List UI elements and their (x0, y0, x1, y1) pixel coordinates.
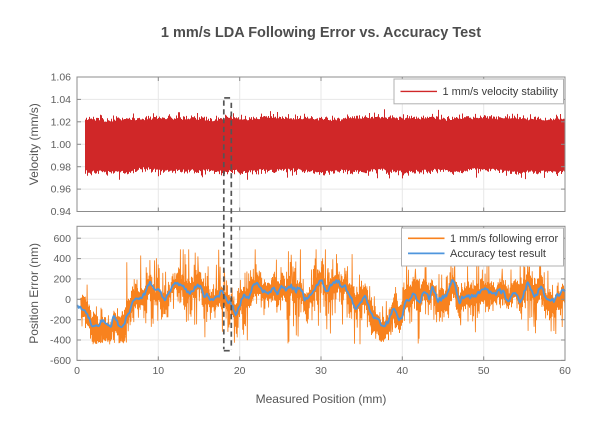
svg-text:40: 40 (396, 365, 408, 377)
svg-text:Accuracy test result: Accuracy test result (450, 248, 546, 260)
svg-text:30: 30 (315, 365, 327, 377)
svg-text:0.94: 0.94 (51, 206, 72, 218)
svg-text:1 mm/s following error: 1 mm/s following error (450, 233, 559, 245)
svg-text:200: 200 (53, 274, 71, 286)
svg-text:Measured Position (mm): Measured Position (mm) (256, 392, 387, 406)
svg-text:1.04: 1.04 (51, 94, 72, 106)
svg-text:1 mm/s LDA Following Error vs.: 1 mm/s LDA Following Error vs. Accuracy … (161, 25, 481, 41)
svg-text:60: 60 (559, 365, 571, 377)
svg-text:600: 600 (53, 233, 71, 245)
svg-text:-200: -200 (50, 314, 71, 326)
svg-text:0: 0 (65, 294, 71, 306)
svg-text:Velocity (mm/s): Velocity (mm/s) (27, 103, 41, 185)
svg-text:0.98: 0.98 (51, 161, 72, 173)
svg-text:1.00: 1.00 (51, 139, 72, 151)
svg-text:Position Error (nm): Position Error (nm) (27, 243, 41, 344)
svg-text:1.02: 1.02 (51, 116, 72, 128)
svg-text:1.06: 1.06 (51, 72, 72, 84)
svg-text:-400: -400 (50, 335, 71, 347)
svg-text:20: 20 (234, 365, 246, 377)
svg-text:1 mm/s velocity stability: 1 mm/s velocity stability (443, 86, 559, 98)
svg-text:0.96: 0.96 (51, 184, 72, 196)
svg-text:-600: -600 (50, 355, 71, 367)
svg-text:10: 10 (152, 365, 164, 377)
svg-text:50: 50 (478, 365, 490, 377)
svg-text:400: 400 (53, 253, 71, 265)
svg-text:0: 0 (74, 365, 80, 377)
